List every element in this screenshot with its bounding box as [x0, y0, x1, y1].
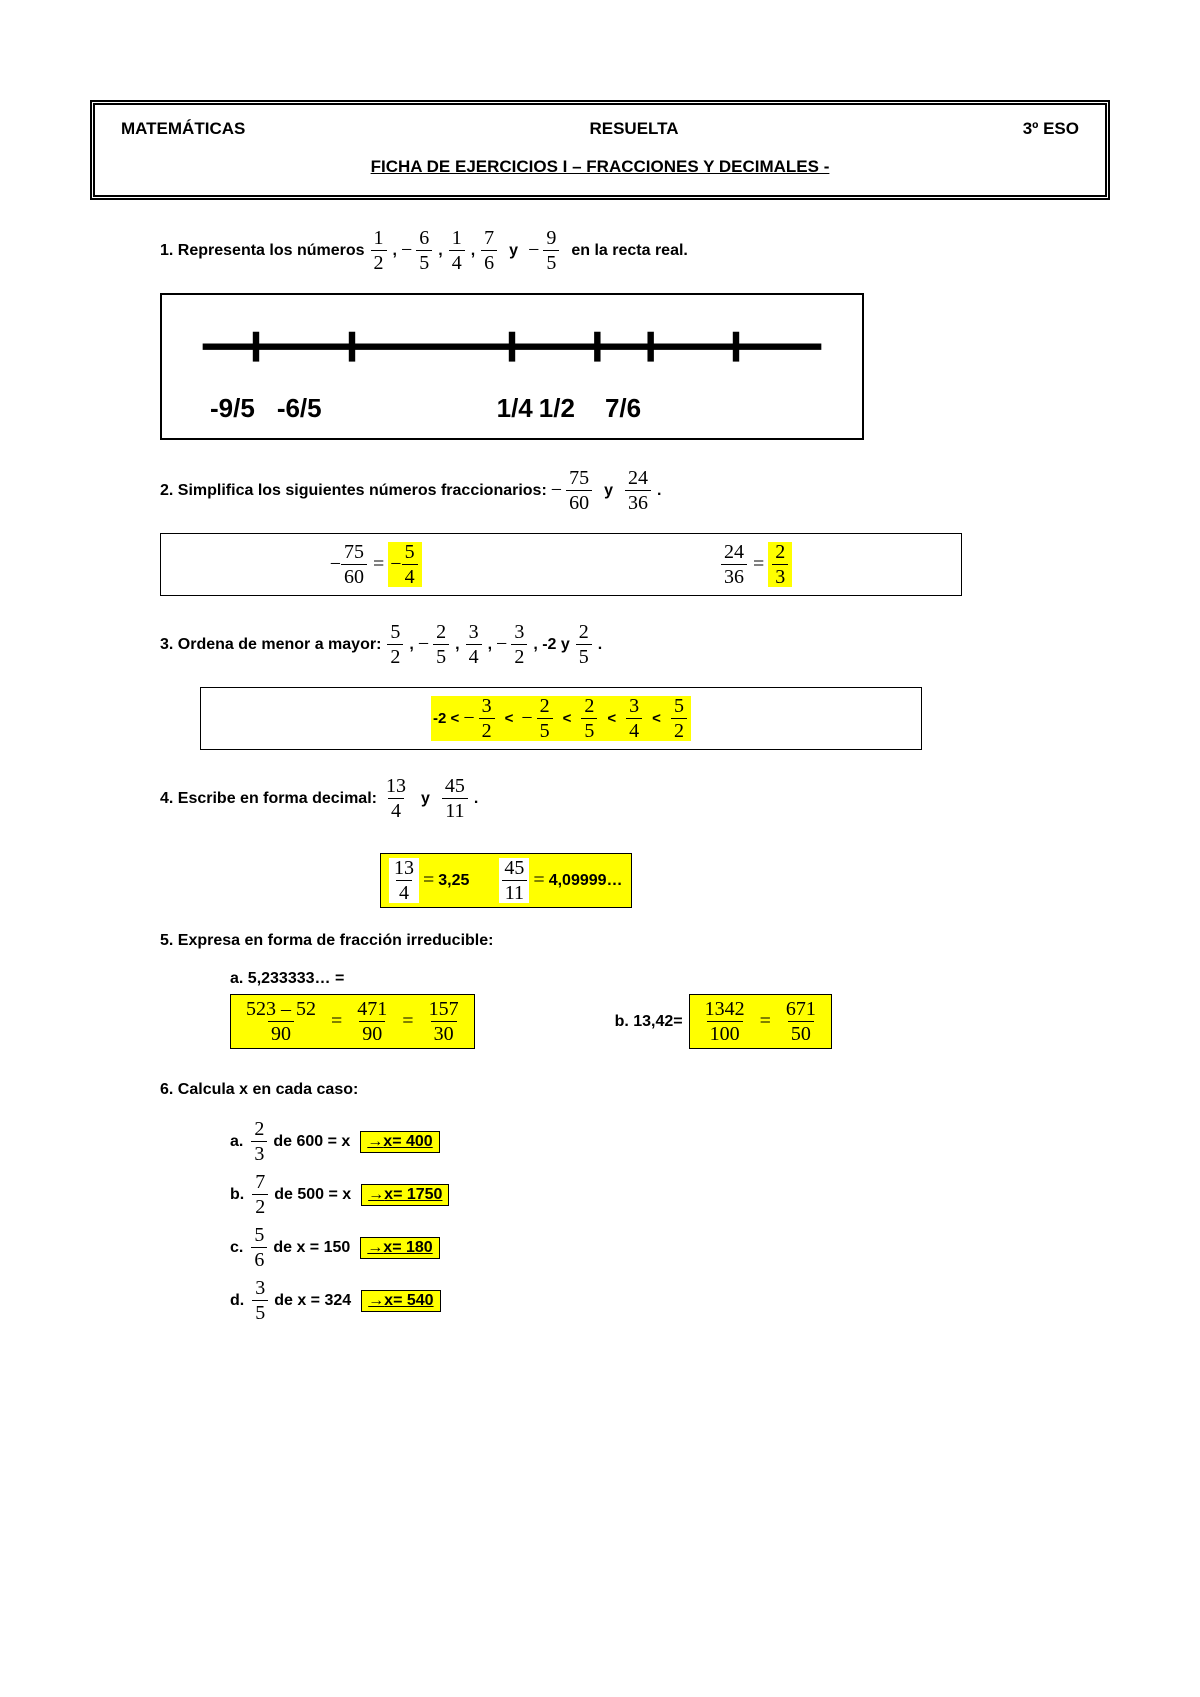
q6-mid: de x = 324: [274, 1292, 351, 1310]
nl-label: 7/6: [605, 393, 641, 424]
q3-prefix: 3. Ordena de menor a mayor:: [160, 636, 381, 654]
q4: 4. Escribe en forma decimal: 134 y 4511 …: [160, 776, 1080, 821]
q3: 3. Ordena de menor a mayor: 52, −25, 34,…: [160, 622, 1080, 667]
dot: .: [474, 790, 478, 808]
neg-sign: −: [528, 239, 539, 262]
q5-prefix: 5. Expresa en forma de fracción irreduci…: [160, 932, 493, 949]
header-box: MATEMÁTICAS RESUELTA 3º ESO FICHA DE EJE…: [90, 100, 1110, 200]
q1-prefix: 1. Representa los números: [160, 242, 365, 260]
q6-letter: a.: [230, 1133, 243, 1151]
q6-letter: d.: [230, 1292, 244, 1310]
header-left: MATEMÁTICAS: [121, 119, 245, 139]
dot: .: [598, 636, 602, 654]
q6: 6. Calcula x en cada caso:: [160, 1081, 1080, 1099]
q2-answer-box: −7560 = −54 2436 = 23: [160, 533, 962, 596]
frac: 76: [481, 228, 497, 273]
numberline-box: -9/5 -6/5 1/4 1/2 7/6: [160, 293, 864, 440]
numberline-labels: -9/5 -6/5 1/4 1/2 7/6: [192, 393, 832, 424]
q6-letter: c.: [230, 1239, 243, 1257]
q4-prefix: 4. Escribe en forma decimal:: [160, 790, 377, 808]
neg-sign: −: [401, 239, 412, 262]
q6-row: b. 72 de 500 = x →x= 1750: [230, 1172, 1080, 1217]
nl-label: -6/5: [277, 393, 322, 424]
q1-y: y: [509, 242, 518, 260]
frac: 7560: [566, 468, 592, 513]
q5a-answer: 523 – 5290 = 47190 = 15730: [230, 994, 475, 1049]
q6-mid: de 600 = x: [273, 1133, 350, 1151]
q5a: a. 5,233333… = 523 – 5290 = 47190 = 1573…: [230, 970, 475, 1055]
q2-prefix: 2. Simplifica los siguientes números fra…: [160, 482, 547, 500]
numberline-svg: [192, 317, 832, 387]
q6-answer: →x= 400: [360, 1131, 439, 1153]
frac: 14: [449, 228, 465, 273]
content: 1. Representa los números 12, −65, 14, 7…: [90, 228, 1110, 1323]
q6-answer: →x= 1750: [361, 1184, 449, 1206]
q5b-answer: 1342100 = 67150: [689, 994, 832, 1049]
q2-y: y: [604, 482, 613, 500]
q6-mid: de 500 = x: [274, 1186, 351, 1204]
q5b: b. 13,42= 1342100 = 67150: [615, 988, 832, 1055]
q4-a1: 3,25: [438, 872, 469, 890]
worksheet-page: MATEMÁTICAS RESUELTA 3º ESO FICHA DE EJE…: [0, 0, 1200, 1391]
q6-list: a. 23 de 600 = x →x= 400 b. 72 de 500 = …: [160, 1119, 1080, 1323]
q6-prefix: 6. Calcula x en cada caso:: [160, 1081, 358, 1098]
q4-a2: 4,09999…: [549, 872, 623, 890]
q2: 2. Simplifica los siguientes números fra…: [160, 468, 1080, 513]
q6-answer: →x= 540: [361, 1290, 440, 1312]
q6-row: d. 35 de x = 324 →x= 540: [230, 1278, 1080, 1323]
q6-row: a. 23 de 600 = x →x= 400: [230, 1119, 1080, 1164]
q3-answer-box: -2 < −32 < −25 < 25 < 34 < 52: [200, 687, 922, 750]
q5: 5. Expresa en forma de fracción irreduci…: [160, 932, 1080, 950]
frac: 65: [416, 228, 432, 273]
header-right: 3º ESO: [1023, 119, 1079, 139]
dot: .: [657, 482, 661, 500]
q3-lead: -2 <: [433, 710, 459, 727]
nl-label: 1/4: [497, 393, 533, 424]
frac: 2436: [625, 468, 651, 513]
header-center: RESUELTA: [589, 119, 678, 139]
q4-y: y: [421, 790, 430, 808]
header-subtitle: FICHA DE EJERCICIOS I – FRACCIONES Y DEC…: [121, 157, 1079, 177]
q3-extra: , -2 y: [533, 636, 569, 654]
header-row: MATEMÁTICAS RESUELTA 3º ESO: [121, 119, 1079, 139]
frac: 95: [543, 228, 559, 273]
neg-sign: −: [551, 479, 562, 502]
q5b-label: b. 13,42=: [615, 1013, 683, 1031]
frac: 12: [371, 228, 387, 273]
q6-letter: b.: [230, 1186, 244, 1204]
q1: 1. Representa los números 12, −65, 14, 7…: [160, 228, 1080, 273]
q4-answer-box: 134 =3,25 4511 =4,09999…: [380, 853, 632, 908]
q6-row: c. 56 de x = 150 →x= 180: [230, 1225, 1080, 1270]
q6-answer: →x= 180: [360, 1237, 439, 1259]
q5-row: a. 5,233333… = 523 – 5290 = 47190 = 1573…: [230, 970, 1080, 1055]
nl-label: 1/2: [539, 393, 575, 424]
q5a-label: a. 5,233333… =: [230, 970, 344, 988]
q6-mid: de x = 150: [273, 1239, 350, 1257]
nl-label: -9/5: [210, 393, 255, 424]
q1-suffix: en la recta real.: [571, 242, 688, 260]
